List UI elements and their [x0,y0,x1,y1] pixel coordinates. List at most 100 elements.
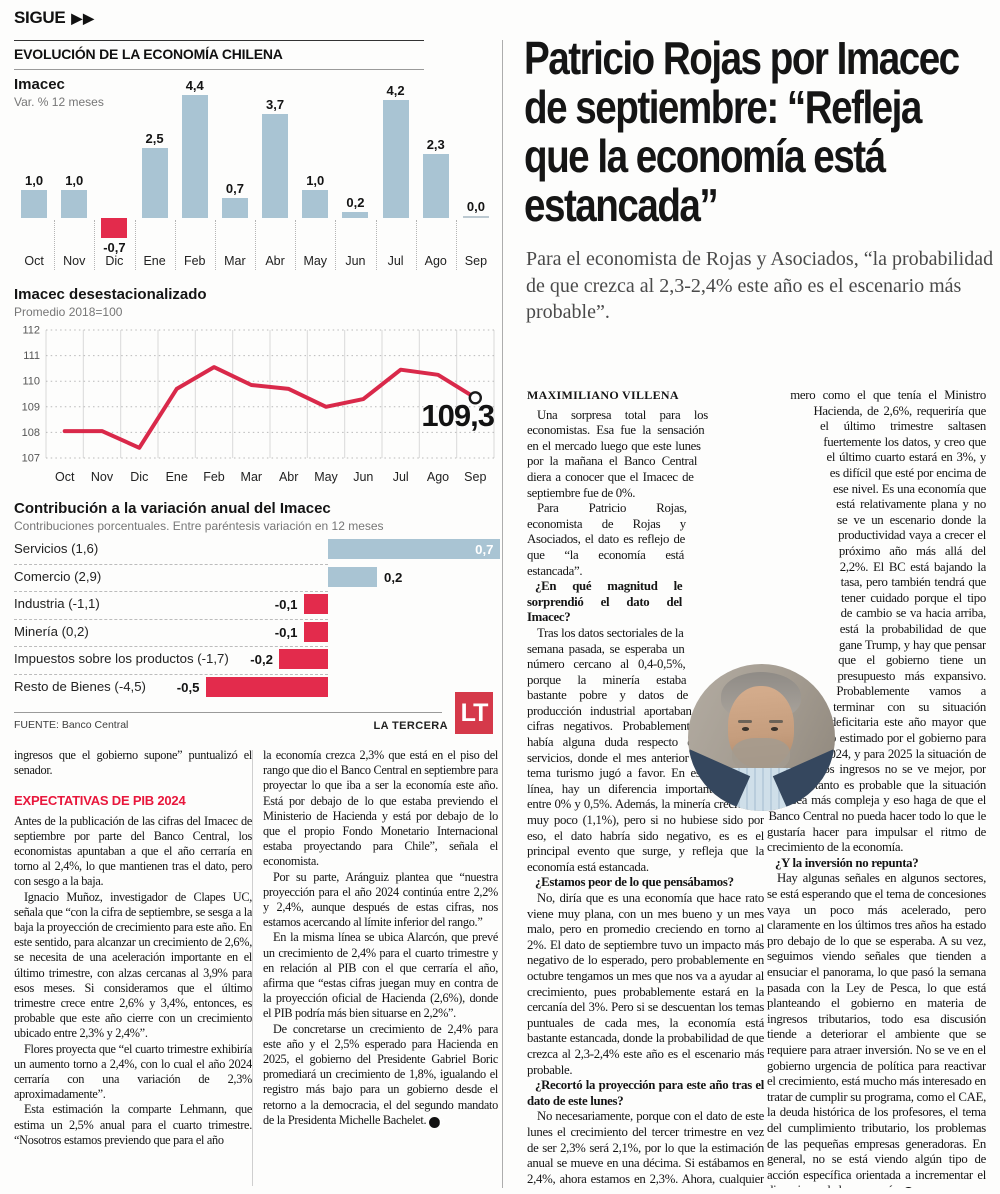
bar-value-label: 1,0 [306,173,325,188]
forward-arrows-icon: ▶▶ [71,10,95,26]
svg-text:Sep: Sep [464,470,486,484]
bar-Dic [101,218,128,238]
bar-Abr [262,114,289,218]
section-rule-top [14,40,424,41]
category-label: Resto de Bienes (-4,5) [14,679,146,694]
bar-Nov [61,190,88,218]
newspaper-brand: LA TERCERA [373,720,448,732]
paragraph: la economía crezca 2,3% que está en el p… [263,748,498,869]
sub-section-heading: EXPECTATIVAS DE PIB 2024 [14,793,186,809]
bar-column-separator [455,220,457,270]
article-subhead: Para el economista de Rojas y Asociados,… [526,248,994,323]
bar-column-separator [295,220,297,270]
graphics-section-title: EVOLUCIÓN DE LA ECONOMÍA CHILENA [14,46,283,62]
svg-text:Ene: Ene [166,470,188,484]
x-axis-label: Oct [24,254,44,268]
contribution-chart-subtitle: Contribuciones porcentuales. Entre parén… [14,519,384,533]
svg-text:109,3: 109,3 [421,398,494,433]
byline: MAXIMILIANO VILLENA [527,388,679,402]
imacec-bar-chart: 1,0 Oct 1,0 Nov -0,7 Dic 2,5 Ene 4,4 Feb 0,7 Mar 3,7… [14,78,496,280]
kicker: SIGUE ▶▶ [14,8,95,28]
paragraph: Ignacio Muñoz, investigador de Clapes UC… [14,889,252,1041]
x-axis-label: Feb [183,254,206,268]
portrait-eyebrow [769,720,783,723]
bar-chart-subtitle: Var. % 12 meses [14,95,104,109]
svg-text:Feb: Feb [203,470,225,484]
section-rule-mid [14,69,424,70]
footer-rule [14,712,442,713]
svg-text:109: 109 [22,401,40,413]
paragraph: Una sorpresa total para los economistas.… [527,407,708,500]
article-end-mark: P [903,1187,915,1188]
source-note: FUENTE: Banco Central [14,719,129,731]
x-axis-label: Sep [464,254,488,268]
vertical-divider-bottom-columns [252,750,253,1186]
bottom-column-2: la economía crezca 2,3% que está en el p… [263,748,498,1194]
headline-line: Patricio Rojas por Imacec [524,32,960,84]
bar-value-label: 4,2 [386,83,405,99]
article-headline: Patricio Rojas por Imacec de septiembre:… [524,34,992,230]
interview-question: ¿En qué magnitud le sorprendió el dato d… [527,579,683,625]
bar-Ene [141,148,168,218]
bar-value-label: 3,7 [266,97,285,113]
bar-value-label: 0,7 [225,181,244,197]
bar-value-label: 1,0 [65,173,84,188]
bar-column-separator [54,220,56,270]
portrait-eye [742,727,749,731]
bar-Jun [342,212,369,218]
x-axis-label: Mar [224,254,246,268]
value-label: -0,1 [274,624,298,640]
row-separator [14,618,328,620]
value-label: -0,5 [176,680,200,695]
value-label: -0,1 [274,597,298,613]
svg-text:Nov: Nov [91,470,114,484]
bar-value-label: -0,7 [103,239,126,255]
category-label: Servicios (1,6) [14,541,99,556]
bar-chart-title: Imacec [14,76,65,93]
bar-column-separator [134,220,136,270]
portrait-eyebrow [738,720,752,723]
svg-text:Jul: Jul [393,470,409,484]
row-separator [14,674,328,675]
line-chart-subtitle: Promedio 2018=100 [14,305,123,319]
bar-Ago [422,153,449,218]
paragraph: Por su parte, Aránguiz plantea que “nues… [263,869,498,930]
svg-text:110: 110 [22,376,40,388]
interview-question: ¿Recortó la proyección para este año tra… [527,1078,764,1108]
category-label: Comercio (2,9) [14,568,102,584]
svg-text:108: 108 [22,427,40,439]
bar-Mar [221,198,248,218]
bar-value-label: 4,4 [185,77,204,93]
interview-question: ¿Y la inversión no repunta? [775,855,919,870]
bottom-column-1: ingresos que el gobierno supone” puntual… [14,748,252,1194]
lt-logo: LT [455,692,493,734]
headline-line: que la economía está [524,130,886,182]
bar-Feb [181,94,208,218]
kicker-label: SIGUE [14,8,66,27]
paragraph: mero como el que tenía el Ministro Hacie… [767,388,986,855]
contribution-bar [328,566,377,587]
paragraph: De concretarse un crecimiento de 2,4% pa… [263,1021,498,1128]
value-label: -0,2 [250,652,273,668]
category-label: Minería (0,2) [14,623,89,639]
svg-text:Oct: Oct [55,470,75,484]
vertical-divider-main [502,40,503,1188]
bar-column-separator [335,220,337,270]
interview-question: ¿Estamos peor de lo que pensábamos? [535,875,734,890]
paragraph: ingresos que el gobierno supone” puntual… [14,748,252,778]
article-column-2: mero como el que tenía el Ministro Hacie… [767,388,986,1188]
paragraph: Para Patricio Rojas, economista de Rojas… [527,501,687,578]
contribution-chart-title: Contribución a la variación anual del Im… [14,500,331,517]
paragraph: Esta estimación la comparte Lehmann, que… [14,1102,252,1147]
bar-May [302,190,329,218]
article-column-1: MAXIMILIANO VILLENA Una sorpresa total pa… [527,388,764,1188]
portrait-eye [771,727,778,731]
headline-line: de septiembre: “Refleja [524,81,922,133]
row-separator [14,646,328,648]
contribution-bar [328,539,500,559]
paragraph: No, diría que es una economía que hace r… [527,891,764,1077]
svg-text:111: 111 [23,350,40,362]
x-axis-label: Ago [424,254,447,268]
paragraph: No necesariamente, porque con el dato de… [527,1109,764,1188]
